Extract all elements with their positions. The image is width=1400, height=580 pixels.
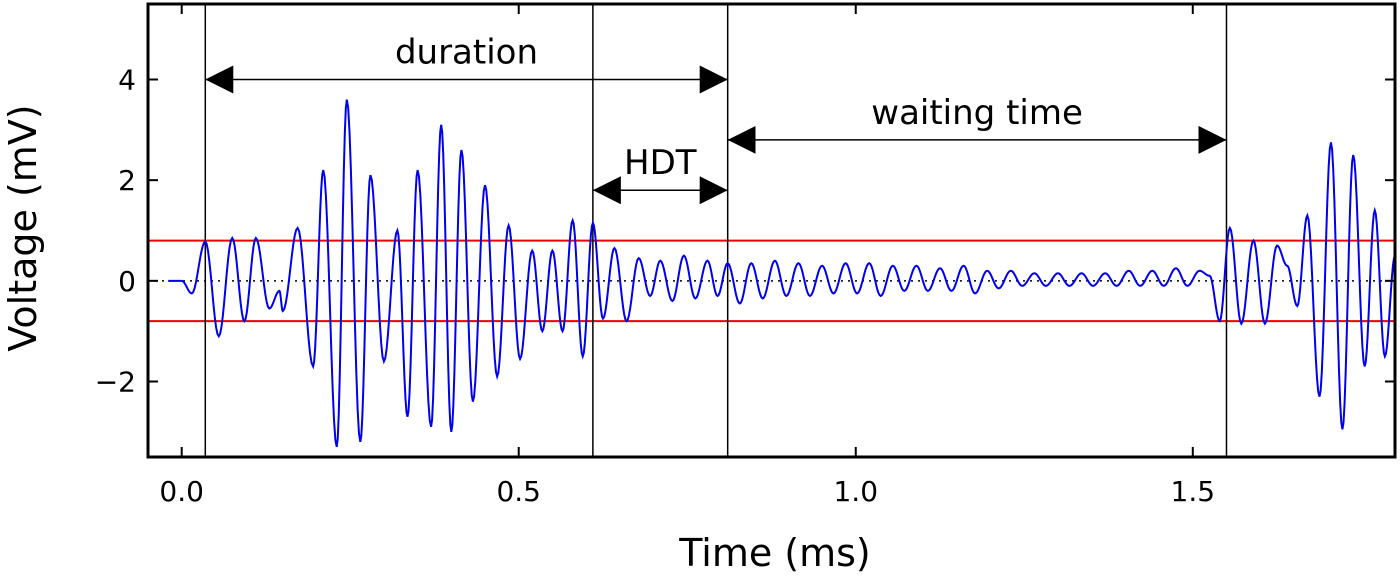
x-tick-label: 1.5 [1171,475,1216,508]
x-tick-label: 0.5 [496,475,541,508]
signal-line [168,99,1395,448]
event-markers [204,4,1228,457]
annotation-label: waiting time [871,93,1083,133]
axes: 0.0 0.5 1.0 1.5 −2 0 2 4 [95,2,1397,508]
x-axis-title: Time (ms) [678,531,871,575]
y-tick-label: 2 [118,164,136,197]
x-tick-label: 1.0 [833,475,878,508]
y-tick-label: 0 [118,265,136,298]
signal-trace [168,99,1395,448]
y-tick-label: 4 [118,64,136,97]
y-axis-title: Voltage (mV) [1,104,45,351]
annotations: duration HDT waiting time [205,33,1227,205]
x-tick-label: 0.0 [159,475,204,508]
y-tick-label: −2 [95,366,136,399]
annotation-label: HDT [624,143,697,183]
plot-frame [146,2,1397,459]
annotation-label: duration [395,33,538,73]
